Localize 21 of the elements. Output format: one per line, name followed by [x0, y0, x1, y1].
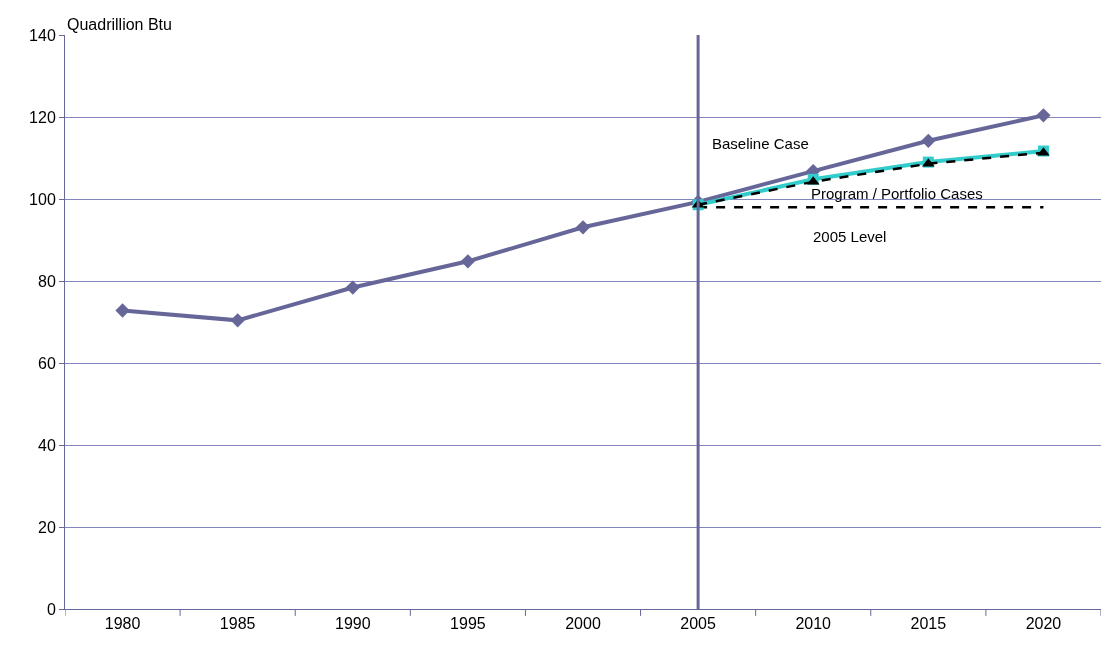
annotation: Baseline Case	[712, 135, 809, 152]
y-tick-label: 0	[46, 600, 56, 618]
x-tick-label: 1980	[104, 615, 141, 633]
y-tick-label: 140	[29, 26, 56, 44]
y-tick-label: 100	[29, 190, 56, 208]
x-tick-label: 1990	[334, 615, 371, 633]
x-tick-label: 2015	[910, 615, 947, 633]
y-tick-label: 60	[38, 354, 56, 372]
x-tick-label: 1995	[450, 615, 486, 633]
x-tick-label: 2000	[565, 615, 601, 633]
annotation: 2005 Level	[813, 228, 887, 245]
x-tick-label: 2005	[680, 615, 717, 633]
annotation: Program / Portfolio Cases	[811, 185, 983, 202]
y-tick-label: 80	[38, 272, 56, 290]
x-tick-label: 2010	[795, 615, 832, 633]
y-tick-label: 40	[38, 436, 56, 454]
x-tick-label: 1985	[219, 615, 256, 633]
x-tick-label: 2020	[1025, 615, 1062, 633]
y-tick-label: 120	[29, 108, 56, 126]
y-tick-label: 20	[38, 518, 56, 536]
y-axis-title: Quadrillion Btu	[67, 16, 172, 33]
